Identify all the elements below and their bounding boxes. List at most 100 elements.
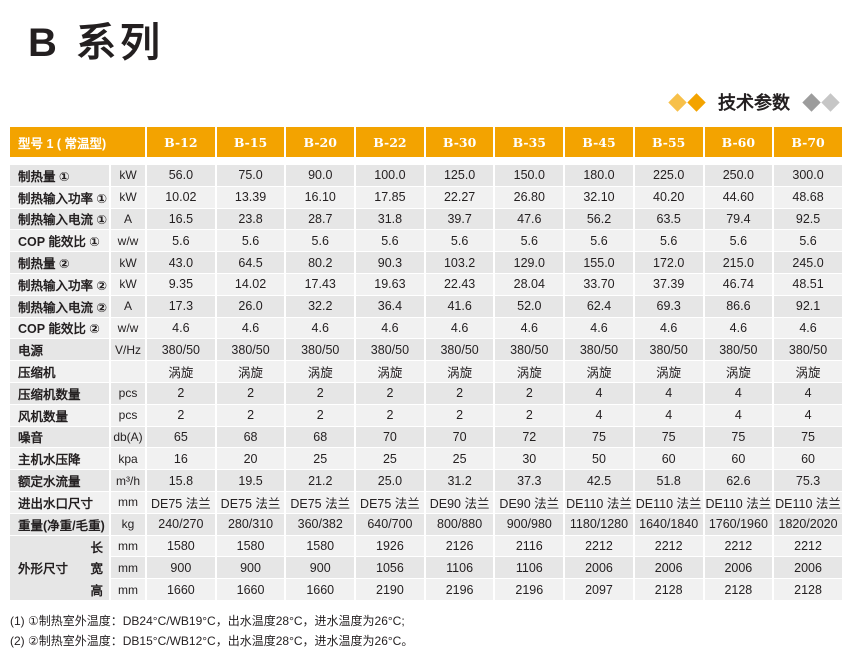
cell-value: 103.2	[424, 251, 496, 274]
cell-value: 800/880	[424, 513, 496, 536]
cell-value: 69.3	[633, 295, 705, 318]
cell-value: 1820/2020	[773, 513, 844, 536]
cell-value: 23.8	[215, 208, 287, 231]
dimensions-label-text: 外形尺寸	[18, 562, 69, 577]
cell-value: 380/50	[146, 338, 217, 362]
gray-diamonds-icon	[802, 92, 840, 112]
cell-value: 2116	[494, 535, 566, 558]
cell-value: 1580	[285, 535, 357, 558]
cell-value: 2212	[703, 535, 775, 558]
cell-value: 15.8	[146, 469, 217, 492]
cell-value: 2006	[773, 556, 844, 580]
cell-value: 4.6	[703, 317, 775, 340]
cell-value: 1640/1840	[633, 513, 705, 536]
dimension-sub-label: 高	[90, 583, 103, 598]
model-name: B-20	[285, 127, 357, 158]
cell-value: 33.70	[564, 273, 635, 296]
cell-value: 26.0	[215, 295, 287, 318]
cell-value: 涡旋	[215, 360, 287, 383]
cell-value: DE90 法兰	[424, 491, 496, 514]
cell-value: DE75 法兰	[215, 491, 287, 514]
cell-value: 19.5	[215, 469, 287, 492]
model-name: B-22	[355, 127, 426, 158]
table-row: 制热输入电流 ② A 17.3 26.0 32.2 36.4 41.6 52.0 62.4 69.…	[10, 295, 844, 318]
cell-value: 100.0	[355, 165, 426, 187]
cell-value: 2196	[494, 578, 566, 601]
row-unit: kW	[110, 273, 148, 296]
cell-value: 52.0	[494, 295, 566, 318]
cell-value: 5.6	[355, 229, 426, 253]
cell-value: 26.80	[494, 186, 566, 209]
model-header-label: 型号 1 ( 常温型)	[10, 127, 148, 158]
cell-value: 涡旋	[703, 360, 775, 383]
cell-value: DE90 法兰	[494, 491, 566, 514]
cell-value: 4.6	[494, 317, 566, 340]
cell-value: 涡旋	[285, 360, 357, 383]
cell-value: 2190	[355, 578, 426, 601]
cell-value: 2	[494, 404, 566, 427]
cell-value: 2128	[633, 578, 705, 601]
cell-value: 48.51	[773, 273, 844, 296]
model-name: B-70	[773, 127, 844, 158]
cell-value: 1106	[424, 556, 496, 580]
table-row: 外形尺寸长宽高 mm 1580 1580 1580 1926 2126 2116 2212 221…	[10, 535, 844, 601]
cell-value: 4	[633, 404, 705, 427]
row-unit: A	[110, 208, 148, 231]
row-unit: mm	[110, 578, 148, 601]
row-label: 电源	[10, 338, 111, 362]
model-name: B-55	[633, 127, 705, 158]
table-row: 风机数量 pcs 2 2 2 2 2 2 4 4 4 4	[10, 404, 844, 427]
row-label: 额定水流量	[10, 469, 111, 492]
cell-value: 5.6	[424, 229, 496, 253]
cell-value: 16.10	[285, 186, 357, 209]
cell-value: 4.6	[564, 317, 635, 340]
row-label: COP 能效比 ①	[10, 229, 111, 253]
cell-value: 2212	[773, 535, 844, 558]
cell-value: 92.5	[773, 208, 844, 231]
cell-value: 4	[703, 382, 775, 405]
cell-value: 2212	[633, 535, 705, 558]
cell-value: 1056	[355, 556, 426, 580]
cell-value: 155.0	[564, 251, 635, 274]
cell-value: 4	[703, 404, 775, 427]
cell-value: 75	[703, 426, 775, 449]
cell-value: 涡旋	[564, 360, 635, 383]
cell-value: 90.3	[355, 251, 426, 274]
table-row: 重量(净重/毛重) kg 240/270 280/310 360/382 640/700 8…	[10, 513, 844, 536]
cell-value: 4.6	[633, 317, 705, 340]
cell-value: 19.63	[355, 273, 426, 296]
cell-value: 4.6	[285, 317, 357, 340]
row-unit	[110, 360, 148, 383]
cell-value: 9.35	[146, 273, 217, 296]
cell-value: 44.60	[703, 186, 775, 209]
table-row: 压缩机 涡旋 涡旋 涡旋 涡旋 涡旋 涡旋 涡旋 涡旋 涡旋 涡旋	[10, 360, 844, 383]
cell-value: 30	[494, 447, 566, 471]
footnote: (2) ②制热室外温度：DB15°C/WB12°C，出水温度28°C，进水温度为…	[10, 634, 414, 648]
cell-value: 70	[424, 426, 496, 449]
cell-value: 25	[424, 447, 496, 471]
table-row: 额定水流量 m³/h 15.8 19.5 21.2 25.0 31.2 37.3 42.5 51.…	[10, 469, 844, 492]
cell-value: 1660	[215, 578, 287, 601]
table-row: 制热输入功率 ② kW 9.35 14.02 17.43 19.63 22.43 28.04 3…	[10, 273, 844, 296]
cell-value: 5.6	[564, 229, 635, 253]
cell-value: 28.7	[285, 208, 357, 231]
cell-value: 2	[146, 404, 217, 427]
cell-value: 129.0	[494, 251, 566, 274]
cell-value: 4	[773, 404, 844, 427]
row-unit: mm	[110, 535, 148, 558]
cell-value: 125.0	[424, 165, 496, 187]
section-header: 技术参数	[668, 88, 840, 116]
cell-value: 涡旋	[494, 360, 566, 383]
row-label: 进出水口尺寸	[10, 491, 111, 514]
row-unit: m³/h	[110, 469, 148, 492]
cell-value: 2006	[564, 556, 635, 580]
cell-value: 46.74	[703, 273, 775, 296]
model-name: B-45	[564, 127, 635, 158]
cell-value: 20	[215, 447, 287, 471]
cell-value: 60	[773, 447, 844, 471]
cell-value: 31.2	[424, 469, 496, 492]
row-label: 制热量 ①	[10, 165, 111, 187]
cell-value: 60	[703, 447, 775, 471]
cell-value: 60	[633, 447, 705, 471]
cell-value: DE110 法兰	[703, 491, 775, 514]
